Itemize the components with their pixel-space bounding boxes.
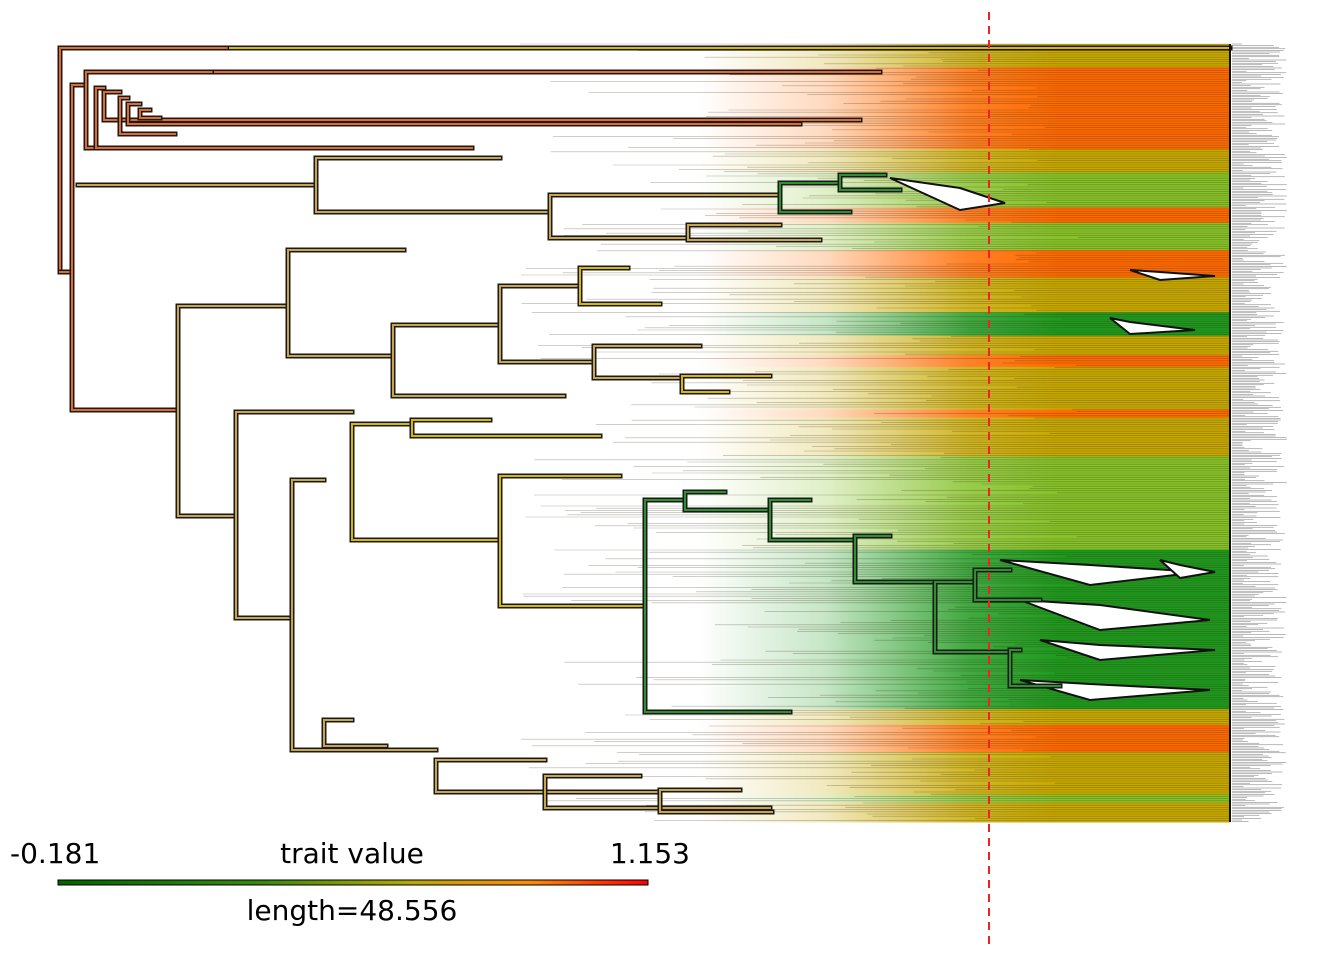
branch-outline: [137, 107, 163, 121]
branch: [659, 789, 773, 813]
branch: [499, 285, 595, 363]
branch: [1009, 649, 1061, 687]
branch: [593, 345, 701, 379]
legend-title: trait value: [280, 837, 424, 870]
legend-max-label: 1.153: [610, 837, 690, 870]
branch: [392, 324, 565, 397]
tip-labels: [1229, 43, 1287, 822]
branch: [681, 375, 771, 393]
branch-outline: [289, 477, 439, 753]
branch-outline: [497, 473, 648, 609]
branch: [769, 499, 856, 541]
branch: [644, 499, 791, 713]
clade-gaps: [889, 177, 1216, 702]
branch: [127, 103, 801, 125]
branch: [934, 581, 1011, 653]
branch: [85, 71, 216, 149]
tip-branches: [520, 43, 1230, 821]
legend-length-label: length=48.556: [247, 894, 458, 927]
legend-color-bar: [57, 879, 649, 886]
branch: [687, 224, 821, 241]
branch: [779, 182, 851, 213]
branch: [139, 109, 161, 119]
branch-outline: [349, 421, 503, 543]
branch: [95, 87, 473, 149]
branch: [351, 423, 501, 541]
tip-color-region: [699, 43, 1230, 823]
branch: [549, 194, 781, 239]
branch: [235, 411, 353, 619]
branch: [177, 305, 289, 517]
branch: [287, 249, 405, 357]
branch-outline: [591, 343, 703, 381]
branch-outline: [313, 155, 553, 215]
branch: [579, 267, 661, 305]
branch: [839, 174, 901, 191]
branch-outline: [285, 247, 407, 359]
branch: [103, 91, 861, 121]
branch: [119, 97, 176, 135]
tree-backbone: [57, 45, 1233, 815]
legend: -0.181 trait value 1.153 length=48.556: [10, 837, 690, 927]
branch: [291, 479, 437, 751]
branch: [854, 535, 936, 583]
branch: [71, 84, 179, 411]
legend-min-label: -0.181: [10, 837, 100, 870]
branch: [684, 491, 771, 511]
branch: [411, 419, 601, 437]
branch: [435, 759, 661, 793]
branch: [315, 157, 551, 213]
branch-outline: [409, 417, 603, 439]
branch: [499, 475, 646, 607]
branch-outline: [321, 717, 389, 749]
branch: [974, 569, 1041, 601]
branch: [323, 719, 387, 747]
branch-outline: [577, 265, 663, 307]
